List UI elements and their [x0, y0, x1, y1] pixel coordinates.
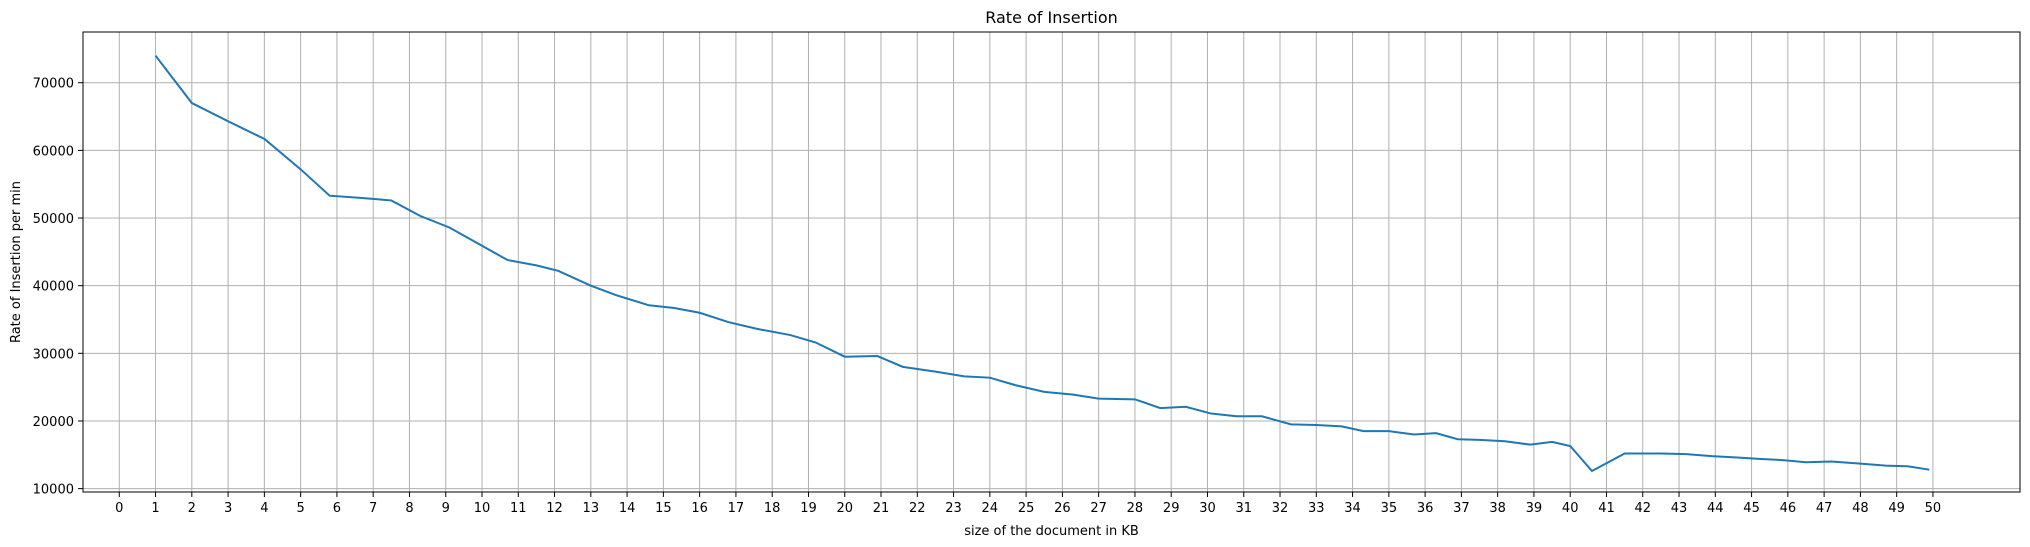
x-tick-label: 17 — [728, 501, 745, 516]
x-tick-label: 34 — [1344, 501, 1361, 516]
x-tick-label: 50 — [1925, 501, 1942, 516]
x-tick-label: 25 — [1018, 501, 1035, 516]
x-tick-label: 2 — [188, 501, 196, 516]
x-tick-label: 47 — [1816, 501, 1833, 516]
y-tick-label: 10000 — [33, 483, 74, 498]
x-tick-label: 32 — [1272, 501, 1289, 516]
x-tick-label: 7 — [369, 501, 377, 516]
x-axis-label: size of the document in KB — [964, 524, 1139, 539]
x-tick-label: 38 — [1489, 501, 1506, 516]
x-tick-label: 44 — [1707, 501, 1724, 516]
x-tick-label: 37 — [1453, 501, 1470, 516]
x-tick-label: 1 — [151, 501, 159, 516]
x-tick-label: 27 — [1090, 501, 1107, 516]
x-tick-label: 8 — [405, 501, 413, 516]
x-tick-label: 18 — [764, 501, 781, 516]
x-tick-label: 33 — [1308, 501, 1325, 516]
x-tick-label: 12 — [546, 501, 563, 516]
y-tick-label: 70000 — [33, 77, 74, 92]
x-tick-label: 13 — [583, 501, 600, 516]
x-tick-label: 46 — [1780, 501, 1797, 516]
x-tick-label: 23 — [945, 501, 962, 516]
x-tick-label: 6 — [333, 501, 341, 516]
x-tick-label: 11 — [510, 501, 527, 516]
series-line — [154, 55, 1930, 473]
x-tick-label: 35 — [1381, 501, 1398, 516]
y-tick-label: 30000 — [33, 347, 74, 362]
x-tick-label: 42 — [1634, 501, 1651, 516]
x-tick-label: 39 — [1526, 501, 1543, 516]
y-tick-label: 50000 — [33, 212, 74, 227]
x-tick-label: 15 — [655, 501, 672, 516]
y-axis-ticks: 10000 20000 30000 40000 50000 60000 70000 — [33, 77, 83, 498]
x-axis-ticks: 0 1 2 3 4 5 6 7 8 9 10 11 12 13 14 15 16 17 18 19 20 21 22 23 24… — [115, 492, 1941, 516]
x-tick-label: 41 — [1598, 501, 1615, 516]
x-tick-label: 49 — [1888, 501, 1905, 516]
y-tick-label: 40000 — [33, 280, 74, 295]
x-tick-label: 28 — [1127, 501, 1144, 516]
x-tick-label: 10 — [474, 501, 491, 516]
x-tick-label: 5 — [296, 501, 304, 516]
x-tick-label: 16 — [691, 501, 708, 516]
x-tick-label: 45 — [1743, 501, 1760, 516]
plot-frame — [82, 31, 2021, 493]
x-tick-label: 21 — [873, 501, 890, 516]
x-tick-label: 22 — [909, 501, 926, 516]
x-tick-label: 29 — [1163, 501, 1180, 516]
y-tick-label: 20000 — [33, 415, 74, 430]
y-tick-label: 60000 — [33, 144, 74, 159]
x-tick-label: 48 — [1852, 501, 1869, 516]
x-tick-label: 20 — [836, 501, 853, 516]
x-tick-label: 14 — [619, 501, 636, 516]
y-axis-label: Rate of Insertion per min — [9, 181, 24, 343]
grid-lines — [83, 32, 2020, 492]
x-tick-label: 0 — [115, 501, 123, 516]
x-tick-label: 43 — [1671, 501, 1688, 516]
x-tick-label: 19 — [800, 501, 817, 516]
x-tick-label: 24 — [982, 501, 999, 516]
chart-title: Rate of Insertion — [985, 8, 1118, 27]
x-tick-label: 30 — [1199, 501, 1216, 516]
x-tick-label: 3 — [224, 501, 232, 516]
x-tick-label: 4 — [260, 501, 268, 516]
x-tick-label: 36 — [1417, 501, 1434, 516]
x-tick-label: 9 — [442, 501, 450, 516]
x-tick-label: 26 — [1054, 501, 1071, 516]
x-tick-label: 31 — [1235, 501, 1252, 516]
x-tick-label: 40 — [1562, 501, 1579, 516]
